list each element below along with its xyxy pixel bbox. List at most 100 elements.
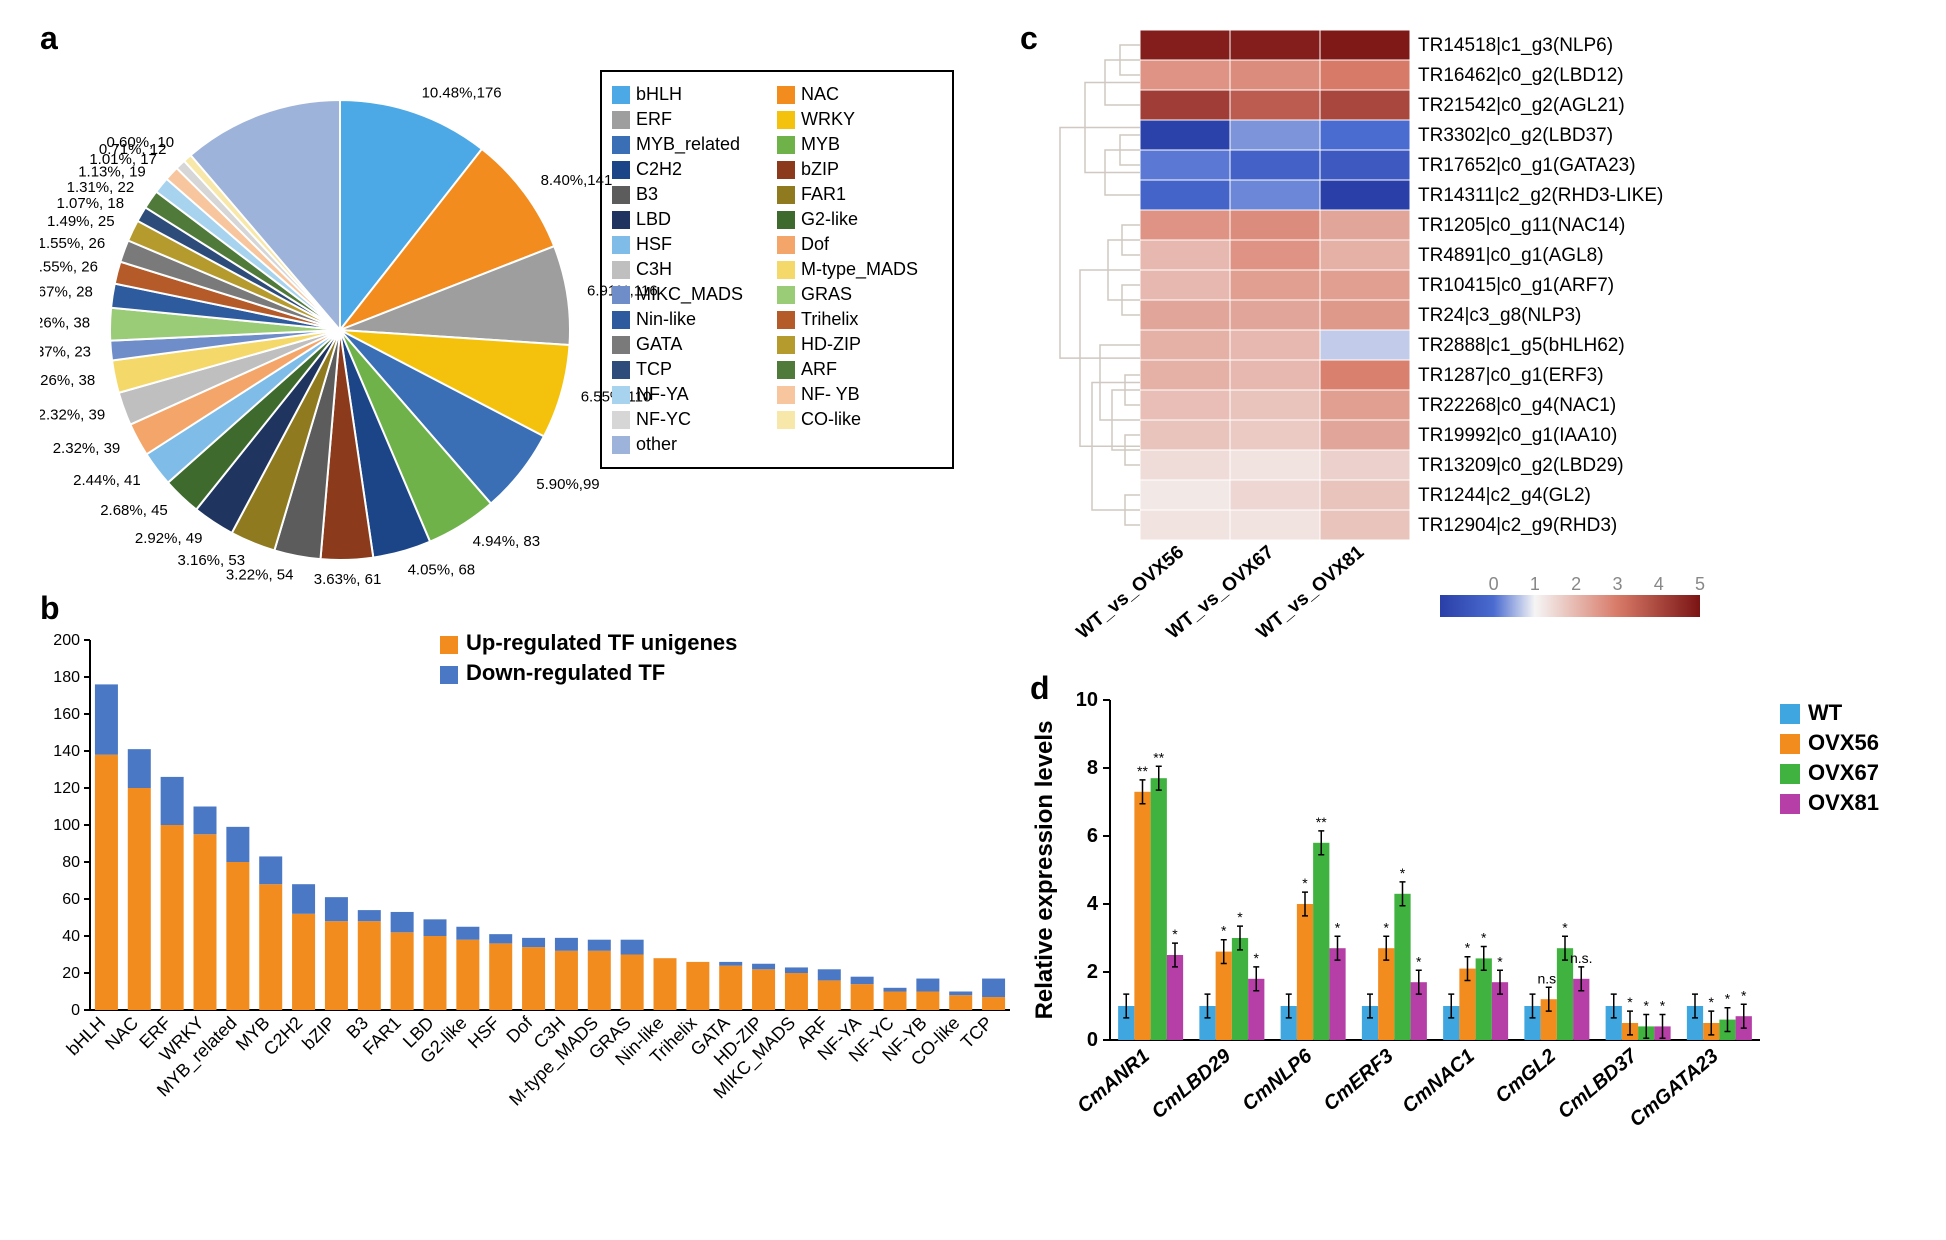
legend-label: CO-like [801,409,861,430]
legend-label: other [636,434,677,455]
legend-swatch [777,236,795,254]
bar-segment [982,997,1005,1010]
legend-item: FAR1 [777,182,942,207]
heatmap-cell [1230,480,1320,510]
bar-segment [128,788,151,1010]
heatmap-cell [1320,480,1410,510]
legend-item: other [612,432,777,457]
legend-swatch [777,211,795,229]
legend-swatch [612,411,630,429]
heatmap-row-label: TR1205|c0_g11(NAC14) [1418,215,1625,236]
bar-segment [95,684,118,754]
legend-label: Nin-like [636,309,696,330]
pie-slice-label: 3.16%, 53 [177,552,245,569]
heatmap-cell [1230,120,1320,150]
heatmap-cell [1320,270,1410,300]
bar-segment [555,938,578,951]
legend-swatch [612,336,630,354]
x-tick-label: CmGL2 [1491,1045,1560,1108]
heatmap-cell [1230,360,1320,390]
svg-text:WT: WT [1808,700,1843,725]
bar-segment [424,936,447,1010]
bar [1394,894,1410,1040]
svg-text:200: 200 [53,632,80,649]
heatmap-cell [1140,180,1230,210]
legend-label: C2H2 [636,159,682,180]
legend-swatch [777,136,795,154]
bar [1297,904,1313,1040]
pie-slice-label: 1.55%, 26 [40,235,105,252]
legend-item: bHLH [612,82,777,107]
pie-slice-label: 5.90%,99 [536,476,599,493]
svg-text:100: 100 [53,817,80,834]
legend-swatch [777,261,795,279]
legend-label: GATA [636,334,682,355]
heatmap-cell [1140,60,1230,90]
svg-text:0: 0 [71,1002,80,1019]
svg-text:**: ** [1153,749,1164,765]
legend-swatch [777,411,795,429]
heatmap-cell [1140,510,1230,540]
svg-text:60: 60 [62,891,80,908]
heatmap-cell [1140,240,1230,270]
svg-text:*: * [1725,991,1731,1007]
svg-text:*: * [1416,953,1422,969]
svg-text:3: 3 [1612,574,1622,594]
heatmap-cell [1230,30,1320,60]
legend-label: GRAS [801,284,852,305]
bar-segment [259,856,282,884]
x-tick-label: CmNAC1 [1398,1045,1479,1118]
pie-slice-label: 1.49%, 25 [47,213,115,230]
svg-text:*: * [1660,998,1666,1014]
pie-slice-label: 3.63%, 61 [314,571,382,588]
heatmap-row-label: TR13209|c0_g2(LBD29) [1418,455,1624,476]
legend-swatch [612,436,630,454]
svg-text:40: 40 [62,928,80,945]
bar-segment [916,979,939,992]
bar-segment [588,940,611,951]
svg-text:OVX81: OVX81 [1808,790,1879,815]
legend-swatch [612,311,630,329]
legend-swatch [777,186,795,204]
heatmap-row-label: TR14311|c2_g2(RHD3-LIKE) [1418,185,1663,206]
heatmap-cell [1140,480,1230,510]
bar-segment [489,943,512,1010]
legend-swatch [612,86,630,104]
heatmap-cell [1320,360,1410,390]
legend-swatch [777,336,795,354]
heatmap-cell [1230,90,1320,120]
svg-text:120: 120 [53,780,80,797]
x-tick-label: CmNLP6 [1238,1044,1317,1115]
svg-text:*: * [1709,994,1715,1010]
svg-text:*: * [1562,919,1568,935]
x-tick-label: HSF [464,1013,504,1053]
bar-segment [719,966,742,1010]
bar-segment [818,980,841,1010]
legend-label: TCP [636,359,672,380]
bar-segment [161,777,184,825]
heatmap: TR14518|c1_g3(NLP6)TR16462|c0_g2(LBD12)T… [1020,20,1920,660]
svg-text:*: * [1302,875,1308,891]
legend-label: bZIP [801,159,839,180]
legend-item: ERF [612,107,777,132]
heatmap-cell [1140,90,1230,120]
bar-segment [391,932,414,1010]
svg-text:*: * [1172,926,1178,942]
svg-text:Down-regulated TF: Down-regulated TF [466,660,665,685]
heatmap-cell [1230,390,1320,420]
svg-text:4: 4 [1654,574,1664,594]
legend-item: HSF [612,232,777,257]
x-tick-label: C2H2 [260,1013,307,1060]
svg-text:4: 4 [1087,893,1099,915]
heatmap-cell [1320,300,1410,330]
svg-text:OVX67: OVX67 [1808,760,1879,785]
pie-slice-label: 10.48%,176 [422,85,502,102]
legend-swatch [612,186,630,204]
bar-segment [358,910,381,921]
legend-item: C3H [612,257,777,282]
legend-label: HSF [636,234,672,255]
bar [1151,778,1167,1040]
bar-segment [226,827,249,862]
heatmap-row-label: TR19992|c0_g1(IAA10) [1418,425,1617,446]
pie-slice-label: 1.67%, 28 [40,284,93,301]
